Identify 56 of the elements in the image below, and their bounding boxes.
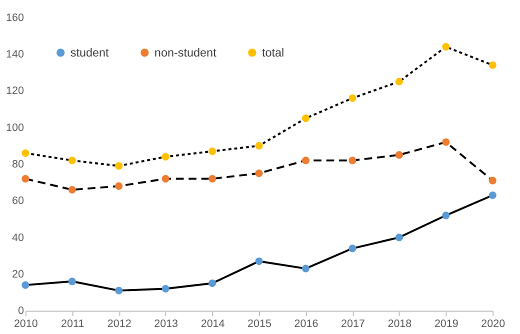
point [255, 142, 263, 150]
point [162, 174, 170, 183]
x-tick-label: 2013 [154, 318, 178, 330]
x-tick-label: 2017 [340, 318, 365, 330]
point [395, 151, 403, 159]
point [488, 61, 496, 69]
point [395, 234, 403, 242]
x-tick-label: 2012 [107, 318, 132, 330]
y-tick-label: 140 [6, 48, 24, 61]
point [115, 286, 123, 294]
y-tick-label: 60 [12, 195, 24, 208]
point [488, 176, 496, 184]
y-tick-label: 120 [6, 85, 24, 98]
legend-label: non-student [154, 46, 218, 60]
point [395, 78, 403, 86]
point [442, 43, 450, 51]
point [302, 264, 310, 272]
y-tick-label: 40 [12, 232, 24, 244]
point [255, 169, 263, 178]
point [68, 186, 76, 194]
legend-label: student [70, 46, 110, 60]
point [488, 191, 496, 200]
y-tick-label: 20 [12, 268, 24, 280]
point [442, 138, 450, 146]
point [208, 174, 216, 183]
y-tick-label: 100 [6, 122, 24, 134]
x-tick-label: 2011 [61, 318, 84, 330]
x-tick-label: 2019 [434, 318, 458, 330]
point [208, 147, 216, 156]
y-tick-label: 160 [6, 12, 24, 24]
x-tick-label: 2014 [200, 318, 225, 330]
point [255, 257, 263, 266]
y-tick-label: 80 [12, 158, 24, 171]
x-tick-label: 2018 [388, 318, 412, 330]
point [22, 149, 30, 157]
point [302, 114, 310, 122]
x-tick-label: 2015 [248, 318, 272, 330]
legend-label: total [262, 46, 284, 60]
point [22, 174, 30, 183]
point [442, 212, 450, 220]
point [302, 156, 310, 164]
x-tick-label: 2010 [14, 318, 38, 330]
point [115, 182, 123, 190]
point [162, 152, 170, 161]
point [68, 278, 76, 286]
point [348, 94, 356, 102]
point [115, 162, 123, 170]
point [208, 279, 216, 288]
x-tick-label: 2020 [481, 318, 506, 330]
point [68, 156, 76, 164]
x-tick-label: 2016 [294, 318, 318, 330]
y-tick-label: 0 [18, 305, 24, 318]
point [22, 281, 30, 289]
point [162, 284, 170, 293]
point [348, 244, 356, 252]
point [348, 156, 356, 164]
